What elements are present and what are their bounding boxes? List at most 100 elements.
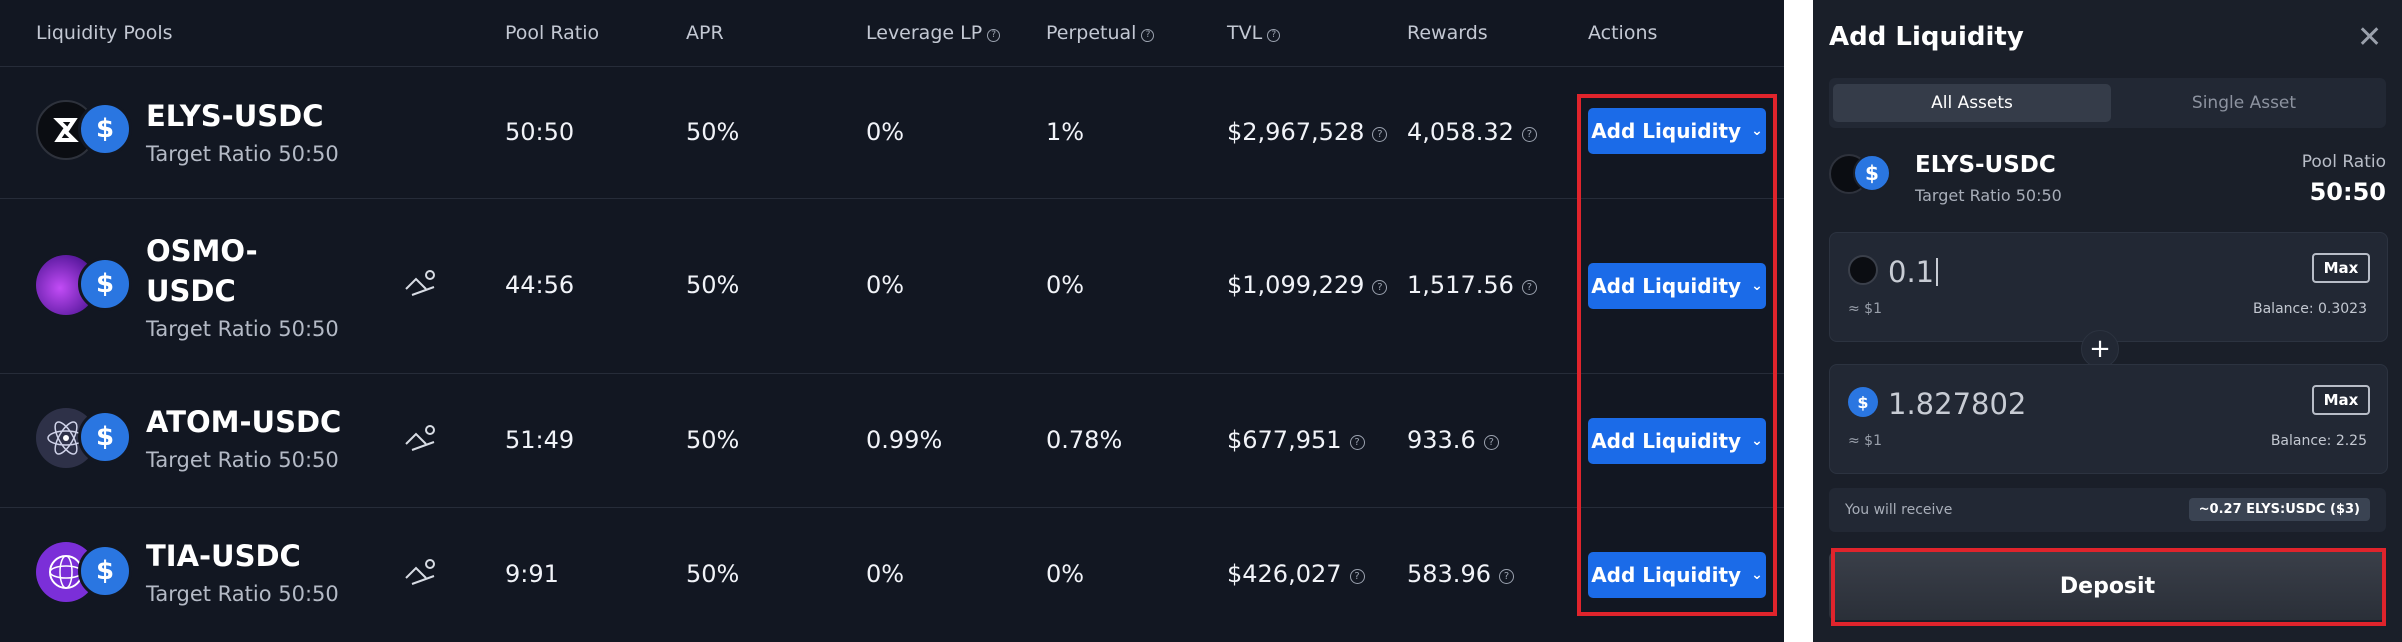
table-header: Liquidity Pools Pool Ratio APR Leverage … <box>0 0 1784 67</box>
header-leverage: Leverage LP? <box>866 22 1001 44</box>
modal-pool-ratio-label: Pool Ratio <box>2301 152 2386 172</box>
receive-row: You will receive ~0.27 ELYS:USDC ($3) <box>1829 488 2386 532</box>
usdc-token-icon: $ <box>78 410 132 464</box>
pool-rewards: 4,058.32? <box>1407 118 1537 146</box>
pool-perpetual: 0% <box>1046 271 1085 299</box>
rebalance-icon[interactable] <box>404 558 438 594</box>
chevron-down-icon: ⌄ <box>1751 433 1763 449</box>
rebalance-icon[interactable] <box>404 424 438 460</box>
pool-apr: 50% <box>686 560 740 588</box>
header-apr: APR <box>686 22 724 44</box>
amount-input[interactable]: 0.1 <box>1888 255 1939 289</box>
deposit-button[interactable]: Deposit <box>1829 552 2386 620</box>
info-icon[interactable]: ? <box>987 29 1001 42</box>
table-row[interactable]: $ ELYS-USDC Target Ratio 50:50 50:50 50%… <box>0 66 1784 199</box>
header-perpetual-label: Perpetual <box>1046 22 1137 44</box>
header-tvl: TVL? <box>1227 22 1281 44</box>
pool-apr: 50% <box>686 271 740 299</box>
add-liquidity-button[interactable]: Add Liquidity ⌄ <box>1588 108 1766 154</box>
max-button[interactable]: Max <box>2312 385 2370 415</box>
pool-tvl-value: $1,099,229 <box>1227 271 1365 299</box>
modal-pool-target: Target Ratio 50:50 <box>1915 186 2062 205</box>
pool-logos: $ <box>36 408 132 472</box>
info-icon[interactable]: ? <box>1372 280 1388 295</box>
info-icon[interactable]: ? <box>1372 127 1388 142</box>
info-icon[interactable]: ? <box>1141 29 1155 42</box>
info-icon[interactable]: ? <box>1521 127 1537 142</box>
header-rewards: Rewards <box>1407 22 1488 44</box>
header-leverage-label: Leverage LP <box>866 22 983 44</box>
pool-logos: $ <box>36 542 132 606</box>
pool-tvl-value: $426,027 <box>1227 560 1342 588</box>
pool-ratio: 50:50 <box>505 118 575 146</box>
pool-tvl: $677,951? <box>1227 426 1365 454</box>
header-pool-ratio: Pool Ratio <box>505 22 600 44</box>
input-card-usdc[interactable]: $ 1.827802 ≈ $1 Max Balance: 2.25 <box>1829 364 2388 474</box>
pool-rewards-value: 933.6 <box>1407 426 1476 454</box>
modal-pool-ratio: 50:50 <box>2309 178 2386 206</box>
balance-text: Balance: 2.25 <box>2270 433 2367 449</box>
max-button[interactable]: Max <box>2312 253 2370 283</box>
info-icon[interactable]: ? <box>1349 569 1365 584</box>
pools-table-panel: Liquidity Pools Pool Ratio APR Leverage … <box>0 0 1784 642</box>
add-liquidity-button[interactable]: Add Liquidity ⌄ <box>1588 263 1766 309</box>
asset-tabs: All Assets Single Asset <box>1829 78 2386 128</box>
pool-name: ELYS-USDC <box>146 99 324 133</box>
input-card-elys[interactable]: 0.1 ≈ $1 Max Balance: 0.3023 <box>1829 232 2388 342</box>
amount-value: 0.1 <box>1888 255 1935 289</box>
header-pools: Liquidity Pools <box>36 22 173 44</box>
close-icon[interactable]: ✕ <box>2357 20 2383 55</box>
pool-ratio: 9:91 <box>505 560 559 588</box>
pool-rewards: 1,517.56? <box>1407 271 1537 299</box>
highlight-box <box>1577 94 1777 616</box>
pool-tvl: $426,027? <box>1227 560 1365 588</box>
header-perpetual: Perpetual? <box>1046 22 1155 44</box>
pool-rewards-value: 583.96 <box>1407 560 1491 588</box>
info-icon[interactable]: ? <box>1267 29 1281 42</box>
info-icon[interactable]: ? <box>1498 569 1514 584</box>
balance-text: Balance: 0.3023 <box>2253 301 2367 317</box>
usd-estimate: ≈ $1 <box>1848 301 1882 317</box>
add-liquidity-button[interactable]: Add Liquidity ⌄ <box>1588 552 1766 598</box>
pool-target-ratio: Target Ratio 50:50 <box>146 582 339 606</box>
plus-icon: + <box>2081 330 2119 368</box>
pool-tvl-value: $2,967,528 <box>1227 118 1365 146</box>
chevron-down-icon: ⌄ <box>1751 278 1763 294</box>
pool-logos: $ <box>36 255 132 319</box>
usd-estimate: ≈ $1 <box>1848 433 1882 449</box>
pool-rewards-value: 4,058.32 <box>1407 118 1514 146</box>
modal-title: Add Liquidity <box>1829 22 2024 52</box>
pool-rewards: 583.96? <box>1407 560 1514 588</box>
receive-value: ~0.27 ELYS:USDC ($3) <box>2188 498 2370 521</box>
info-icon[interactable]: ? <box>1483 435 1499 450</box>
info-icon[interactable]: ? <box>1349 435 1365 450</box>
usdc-token-icon: $ <box>1848 387 1878 417</box>
chevron-down-icon: ⌄ <box>1751 123 1763 139</box>
pool-apr: 50% <box>686 426 740 454</box>
add-liquidity-label: Add Liquidity <box>1591 429 1742 453</box>
usdc-token-icon: $ <box>78 102 132 156</box>
pool-leverage: 0% <box>866 118 905 146</box>
usdc-token-icon: $ <box>78 544 132 598</box>
add-liquidity-button[interactable]: Add Liquidity ⌄ <box>1588 418 1766 464</box>
pool-tvl-value: $677,951 <box>1227 426 1342 454</box>
pool-apr: 50% <box>686 118 740 146</box>
modal-pool-name: ELYS-USDC <box>1915 152 2056 178</box>
tab-all-assets[interactable]: All Assets <box>1833 84 2111 122</box>
table-row[interactable]: $ OSMO-USDC Target Ratio 50:50 44:56 50%… <box>0 199 1784 374</box>
table-row[interactable]: $ ATOM-USDC Target Ratio 50:50 51:49 50%… <box>0 374 1784 508</box>
add-liquidity-label: Add Liquidity <box>1591 563 1742 587</box>
tab-single-asset[interactable]: Single Asset <box>2191 93 2297 113</box>
table-row[interactable]: $ TIA-USDC Target Ratio 50:50 9:91 50% 0… <box>0 508 1784 641</box>
info-icon[interactable]: ? <box>1521 280 1537 295</box>
pool-rewards: 933.6? <box>1407 426 1499 454</box>
pool-ratio: 51:49 <box>505 426 575 454</box>
rebalance-icon[interactable] <box>404 269 438 305</box>
pool-target-ratio: Target Ratio 50:50 <box>146 142 339 166</box>
pool-tvl: $2,967,528? <box>1227 118 1388 146</box>
add-liquidity-modal: Add Liquidity ✕ All Assets Single Asset … <box>1813 0 2402 642</box>
pool-perpetual: 1% <box>1046 118 1085 146</box>
add-liquidity-label: Add Liquidity <box>1591 274 1742 298</box>
usdc-token-icon: $ <box>1853 154 1891 192</box>
amount-input[interactable]: 1.827802 <box>1888 387 2027 421</box>
